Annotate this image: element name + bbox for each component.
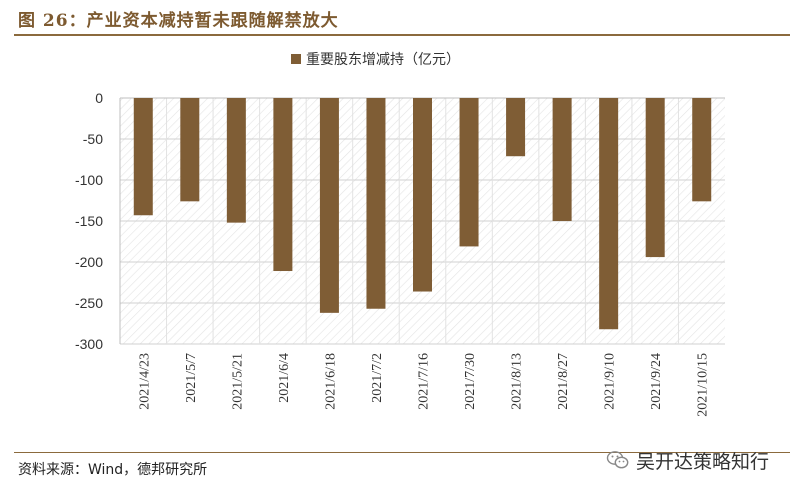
x-tick-label: 2021/6/18	[323, 353, 338, 410]
y-tick-label: -50	[83, 131, 103, 147]
source-note: 资料来源：Wind，德邦研究所	[18, 462, 208, 478]
bar	[273, 98, 293, 272]
bar	[226, 98, 246, 223]
bar	[413, 98, 432, 292]
x-tick-label: 2021/7/16	[417, 353, 432, 410]
y-tick-label: -300	[75, 336, 103, 352]
bar	[459, 98, 479, 247]
footer-divider	[14, 452, 790, 453]
bar	[133, 98, 153, 216]
bar	[319, 98, 339, 313]
x-tick-label: 2021/9/10	[603, 353, 618, 410]
bar	[599, 98, 619, 330]
legend-label: 重要股东增减持（亿元）	[306, 52, 460, 68]
y-tick-label: -150	[75, 213, 103, 229]
x-tick-label: 2021/6/4	[277, 353, 292, 403]
x-tick-label: 2021/8/27	[556, 353, 571, 410]
legend-swatch	[291, 54, 301, 64]
wechat-icon	[606, 451, 629, 469]
y-tick-label: -250	[75, 295, 103, 311]
bar	[506, 98, 526, 157]
x-tick-label: 2021/5/21	[230, 353, 245, 410]
y-tick-label: -200	[75, 254, 103, 270]
y-tick-label: 0	[95, 90, 103, 106]
bar	[645, 98, 665, 258]
x-tick-label: 2021/5/7	[184, 353, 199, 403]
x-tick-label: 2021/7/30	[463, 353, 478, 410]
x-tick-label: 2021/10/15	[696, 353, 711, 417]
title-divider	[14, 34, 790, 36]
x-tick-label: 2021/8/13	[510, 353, 525, 410]
x-tick-label: 2021/4/23	[137, 353, 152, 410]
x-tick-label: 2021/7/2	[370, 353, 385, 403]
bar	[180, 98, 200, 202]
legend: 重要股东增减持（亿元）	[291, 52, 460, 68]
x-tick-label: 2021/9/24	[649, 353, 664, 410]
y-tick-label: -100	[75, 172, 103, 188]
bar	[552, 98, 572, 221]
bar	[692, 98, 712, 202]
watermark: 吴开达策略知行	[606, 447, 769, 473]
bar	[366, 98, 386, 309]
figure-title: 图 26：产业资本减持暂未跟随解禁放大	[18, 11, 339, 31]
watermark-text: 吴开达策略知行	[636, 450, 770, 473]
